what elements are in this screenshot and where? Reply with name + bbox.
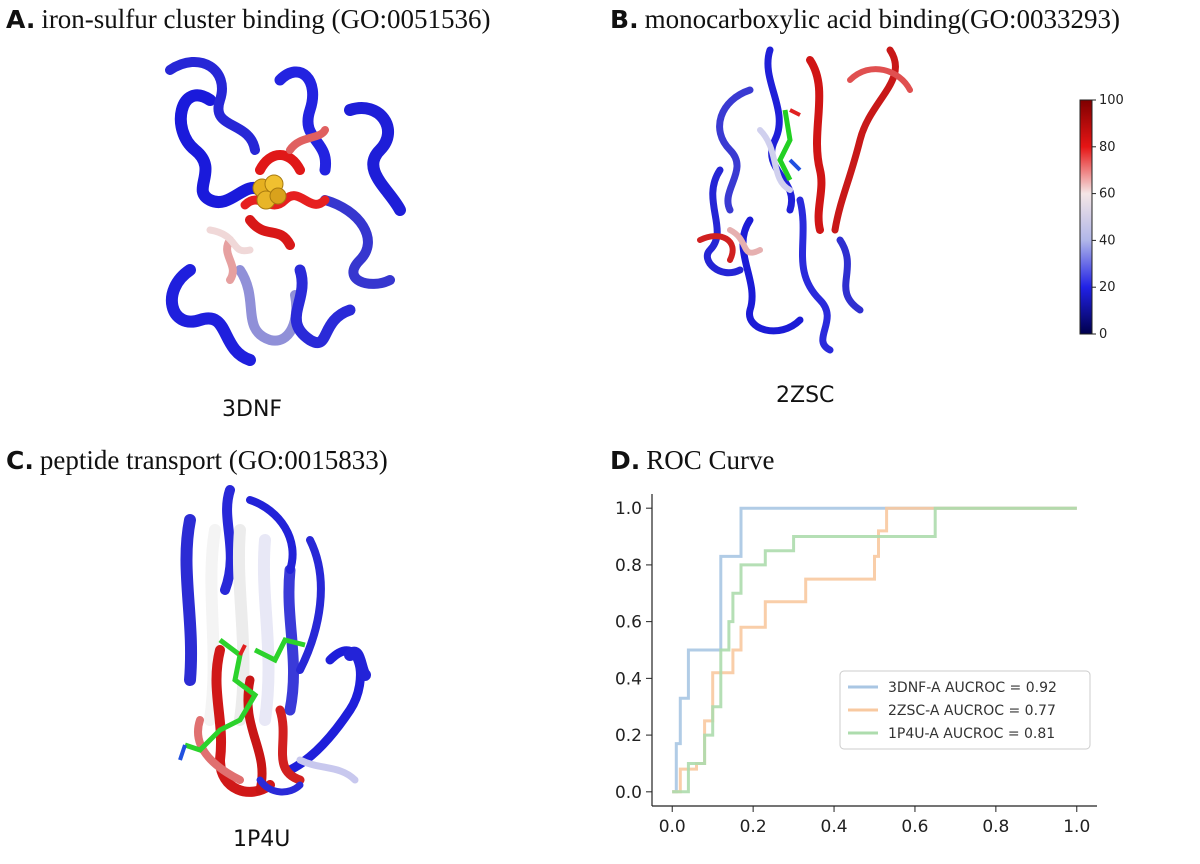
panel-b-title-text: monocarboxylic acid binding(GO:0033293) bbox=[644, 4, 1120, 34]
roc-chart: 0.0 0.2 0.4 0.6 0.8 1.0 0.0 0.2 0.4 0.6 0.8 1.0 3DN… bbox=[615, 494, 1097, 837]
y-tick-label: 0.4 bbox=[615, 669, 642, 689]
colorbar-tick-label: 0 bbox=[1099, 327, 1107, 342]
legend-label-1: 3DNF-A AUCROC = 0.92 bbox=[888, 680, 1057, 696]
y-tick-label: 0.6 bbox=[615, 613, 642, 633]
y-tick-label: 0.8 bbox=[615, 556, 642, 576]
y-tick-label: 1.0 bbox=[615, 499, 642, 519]
legend-label-2: 2ZSC-A AUCROC = 0.77 bbox=[888, 703, 1056, 719]
colorbar-tick-label: 20 bbox=[1099, 280, 1116, 295]
panel-d-letter: D bbox=[610, 446, 631, 475]
x-tick-label: 0.0 bbox=[659, 817, 686, 837]
pdb-label-1p4u: 1P4U bbox=[233, 827, 291, 852]
roc-series-line-1 bbox=[672, 506, 1077, 794]
panel-d-title-text: ROC Curve bbox=[646, 445, 775, 475]
protein-structure-2zsc bbox=[697, 46, 913, 354]
panel-a-letter: A bbox=[6, 5, 26, 34]
panel-c-letter: C bbox=[6, 446, 25, 475]
x-tick-label: 0.6 bbox=[901, 817, 928, 837]
colorbar-tick-label: 60 bbox=[1099, 187, 1116, 202]
x-tick-label: 0.8 bbox=[982, 817, 1009, 837]
legend-box bbox=[839, 670, 1091, 750]
x-tick-label: 0.4 bbox=[821, 817, 848, 837]
colorbar-gradient bbox=[1079, 99, 1093, 335]
panel-d-title: D. ROC Curve bbox=[610, 445, 775, 475]
protein-structure-1p4u bbox=[178, 485, 371, 797]
colorbar-tick-label: 100 bbox=[1099, 93, 1124, 108]
pdb-label-3dnf: 3DNF bbox=[222, 397, 283, 422]
colorbar-tick-label: 80 bbox=[1099, 140, 1116, 155]
x-tick-label: 1.0 bbox=[1063, 817, 1090, 837]
pdb-label-2zsc: 2ZSC bbox=[776, 383, 835, 408]
colorbar-tick-label: 40 bbox=[1099, 233, 1116, 248]
colorbar: 0 20 40 60 80 100 bbox=[1079, 93, 1124, 342]
protein-structure-3dnf bbox=[165, 56, 406, 366]
panel-c-title: C. peptide transport (GO:0015833) bbox=[6, 445, 388, 475]
panel-b-title: B. monocarboxylic acid binding(GO:0033293… bbox=[610, 4, 1120, 34]
panel-a-title: A. iron-sulfur cluster binding (GO:005153… bbox=[6, 4, 491, 34]
x-tick-label: 0.2 bbox=[740, 817, 767, 837]
panel-b-letter: B bbox=[610, 5, 630, 34]
panel-c-title-text: peptide transport (GO:0015833) bbox=[39, 445, 388, 475]
roc-series-line-3 bbox=[672, 506, 1077, 794]
legend-label-3: 1P4U-A AUCROC = 0.81 bbox=[888, 726, 1055, 742]
panel-a-title-text: iron-sulfur cluster binding (GO:0051536) bbox=[41, 4, 491, 34]
y-tick-label: 0.2 bbox=[615, 726, 642, 746]
y-tick-label: 0.0 bbox=[615, 783, 642, 803]
